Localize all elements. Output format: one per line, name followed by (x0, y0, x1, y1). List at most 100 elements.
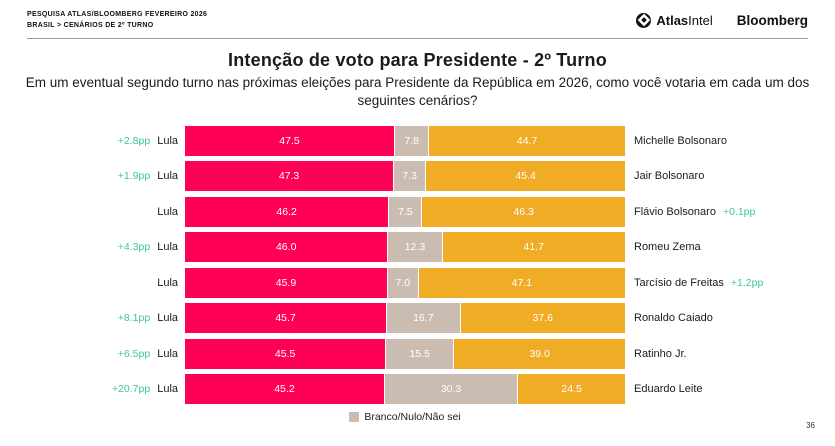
stacked-bar-chart: +2.8pp Lula 47.5 7.8 44.7 Michelle Bolsonaro +… (0, 125, 835, 423)
row-right-labels: Jair Bolsonaro (634, 170, 704, 182)
segment-neutral: 16.7 (386, 303, 460, 334)
segment-opponent: 46.3 (421, 196, 625, 227)
breadcrumb: BRASIL > CENÁRIOS DE 2º TURNO (27, 22, 154, 30)
segment-lula-value: 45.7 (275, 312, 296, 325)
row-left-labels: +20.7pp Lula (0, 383, 178, 395)
segment-opponent: 45.4 (425, 161, 625, 192)
candidate-label: Jair Bolsonaro (634, 170, 705, 183)
segment-opponent: 24.5 (517, 374, 625, 405)
segment-neutral-value: 12.3 (404, 241, 426, 254)
report-kicker: PESQUISA ATLAS/BLOOMBERG FEVEREIRO 2026 … (27, 9, 207, 31)
segment-lula: 45.5 (185, 338, 386, 369)
row-left-labels: +4.3pp Lula (0, 241, 178, 253)
segment-neutral: 15.5 (385, 338, 454, 369)
chart-legend: Branco/Nulo/Não sei (185, 411, 625, 423)
segment-opponent-value: 24.5 (561, 383, 582, 396)
stacked-bar: 45.5 15.5 39.0 (185, 338, 625, 369)
candidate-label: Romeu Zema (634, 241, 701, 254)
segment-neutral: 12.3 (387, 232, 442, 263)
row-left-labels: Lula (0, 206, 178, 218)
chart-subtitle: Em um eventual segundo turno nas próxima… (25, 75, 810, 108)
segment-lula: 45.2 (185, 374, 384, 405)
row-right-labels: Romeu Zema (634, 241, 701, 253)
brand-logos: AtlasIntel Bloomberg (636, 12, 808, 28)
header-divider (27, 38, 808, 40)
legend-swatch-neutral (349, 412, 360, 423)
segment-neutral-value: 30.3 (440, 383, 462, 396)
bloomberg-logo: Bloomberg (736, 12, 808, 28)
stacked-bar: 45.2 30.3 24.5 (185, 374, 625, 405)
segment-neutral: 7.5 (388, 196, 422, 227)
row-right-labels: Flávio Bolsonaro +0.1pp (634, 206, 755, 218)
segment-opponent: 44.7 (428, 125, 625, 156)
lula-label: Lula (157, 347, 178, 360)
segment-lula-value: 46.0 (275, 241, 297, 254)
segment-opponent: 47.1 (417, 267, 625, 298)
chart-title: Intenção de voto para Presidente - 2º Tu… (228, 50, 607, 71)
candidate-label: Michelle Bolsonaro (634, 134, 727, 147)
stacked-bar: 45.7 16.7 37.6 (185, 303, 625, 334)
stacked-bar: 45.9 7.0 47.1 (185, 267, 625, 298)
segment-lula: 46.0 (185, 232, 388, 263)
lula-label: Lula (157, 241, 178, 254)
chart-row: +2.8pp Lula 47.5 7.8 44.7 Michelle Bolsonaro (0, 125, 835, 156)
segment-lula: 47.3 (185, 161, 394, 192)
segment-lula-value: 47.3 (278, 170, 300, 183)
row-right-labels: Eduardo Leite (634, 383, 703, 395)
segment-opponent-value: 39.0 (529, 347, 550, 360)
segment-opponent-value: 46.3 (513, 205, 534, 218)
segment-opponent-value: 41.7 (523, 241, 544, 254)
chart-row: +1.9pp Lula 47.3 7.3 45.4 Jair Bolsonaro (0, 161, 835, 192)
segment-neutral-value: 7.3 (402, 170, 417, 183)
kicker-line1: PESQUISA ATLAS/BLOOMBERG FEVEREIRO 2026 (27, 11, 208, 18)
candidate-label: Ronaldo Caiado (634, 312, 713, 325)
segment-opponent: 39.0 (453, 338, 625, 369)
segment-lula: 45.7 (185, 303, 387, 334)
lead-label-left: +8.1pp (117, 312, 151, 325)
lula-label: Lula (157, 134, 178, 147)
page-number: 36 (806, 421, 815, 430)
chart-row: +4.3pp Lula 46.0 12.3 41.7 Romeu Zema (0, 232, 835, 263)
lead-label-left: +20.7pp (111, 383, 151, 396)
segment-opponent-value: 47.1 (511, 276, 533, 289)
row-left-labels: +6.5pp Lula (0, 348, 178, 360)
chart-row: +6.5pp Lula 45.5 15.5 39.0 Ratinho Jr. (0, 338, 835, 369)
stacked-bar: 47.3 7.3 45.4 (185, 161, 625, 192)
row-left-labels: +8.1pp Lula (0, 312, 178, 324)
page-header: PESQUISA ATLAS/BLOOMBERG FEVEREIRO 2026 … (0, 0, 835, 31)
segment-neutral-value: 7.8 (404, 134, 419, 147)
lead-label-right: +0.1pp (722, 205, 756, 218)
segment-lula-value: 45.2 (274, 383, 295, 396)
lula-label: Lula (157, 312, 178, 325)
lula-label: Lula (157, 205, 178, 218)
segment-lula-value: 45.9 (275, 276, 297, 289)
segment-neutral: 30.3 (383, 374, 518, 405)
row-right-labels: Tarcísio de Freitas +1.2pp (634, 277, 763, 289)
candidate-label: Ratinho Jr. (634, 347, 687, 360)
segment-opponent-value: 44.7 (516, 134, 538, 147)
segment-opponent: 41.7 (441, 232, 625, 263)
segment-lula-value: 47.5 (279, 134, 300, 147)
chart-rows: +2.8pp Lula 47.5 7.8 44.7 Michelle Bolsonaro +… (0, 125, 835, 405)
segment-neutral: 7.3 (393, 161, 426, 192)
segment-neutral-value: 7.5 (397, 205, 413, 218)
row-left-labels: +1.9pp Lula (0, 170, 178, 182)
row-right-labels: Ronaldo Caiado (634, 312, 713, 324)
segment-neutral-value: 7.0 (395, 276, 411, 289)
atlasintel-compass-icon (636, 12, 652, 28)
segment-lula: 45.9 (185, 267, 387, 298)
atlasintel-wordmark: AtlasIntel (656, 12, 713, 28)
segment-lula: 47.5 (185, 125, 394, 156)
lula-label: Lula (157, 170, 178, 183)
segment-opponent-value: 37.6 (532, 312, 553, 325)
candidate-label: Eduardo Leite (634, 383, 703, 396)
row-left-labels: Lula (0, 277, 178, 289)
chart-row: +20.7pp Lula 45.2 30.3 24.5 Eduardo Leite (0, 374, 835, 405)
segment-lula-value: 45.5 (274, 347, 296, 360)
row-left-labels: +2.8pp Lula (0, 135, 178, 147)
segment-neutral: 7.8 (394, 125, 429, 156)
chart-row: +8.1pp Lula 45.7 16.7 37.6 Ronaldo Caiado (0, 303, 835, 334)
candidate-label: Tarcísio de Freitas (634, 276, 724, 289)
segment-opponent: 37.6 (459, 303, 625, 334)
row-right-labels: Ratinho Jr. (634, 348, 687, 360)
